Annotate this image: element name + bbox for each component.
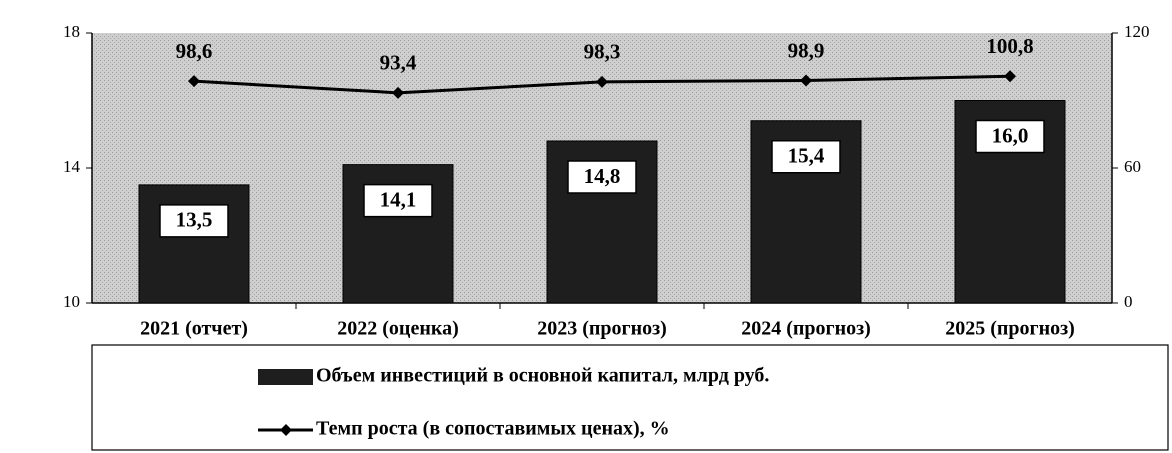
legend-swatch xyxy=(258,369,313,385)
value-label-box xyxy=(567,160,637,194)
y2-tick-label: 0 xyxy=(1124,292,1133,311)
line-marker xyxy=(1004,70,1016,83)
legend-box xyxy=(91,344,1169,451)
value-label-box xyxy=(159,204,229,238)
line-marker xyxy=(800,74,812,87)
value-label: 93,4 xyxy=(380,51,417,75)
value-label: 98,6 xyxy=(176,39,213,63)
value-label: 15,4 xyxy=(788,144,825,168)
line-marker xyxy=(392,86,404,99)
value-label: 16,0 xyxy=(992,123,1029,147)
value-label-box xyxy=(363,183,433,218)
x-tick-label: 2023 (прогноз) xyxy=(537,318,667,340)
y2-tick-label: 60 xyxy=(1124,157,1141,176)
x-tick-label: 2021 (отчет) xyxy=(140,318,248,340)
y-tick-label: 10 xyxy=(63,292,80,311)
legend-label: Темп роста (в сопоставимых ценах), % xyxy=(316,418,670,440)
value-label: 98,3 xyxy=(584,40,621,64)
line-marker xyxy=(596,75,608,88)
y-tick-label: 18 xyxy=(63,22,80,41)
bar xyxy=(342,164,454,304)
x-tick-label: 2024 (прогноз) xyxy=(741,318,871,340)
legend-marker xyxy=(280,424,292,436)
value-label-box xyxy=(975,119,1045,154)
value-label: 98,9 xyxy=(788,38,825,62)
value-label: 100,8 xyxy=(986,34,1033,58)
line-marker xyxy=(188,75,200,88)
legend-label: Объем инвестиций в основной капитал, млр… xyxy=(316,365,769,387)
x-tick-label: 2022 (оценка) xyxy=(337,318,458,340)
bar xyxy=(138,184,250,304)
value-label: 13,5 xyxy=(176,208,213,232)
value-label: 14,8 xyxy=(584,164,621,188)
y2-tick-label: 120 xyxy=(1124,22,1150,41)
y-tick-label: 14 xyxy=(63,157,81,176)
x-tick-label: 2025 (прогноз) xyxy=(945,318,1075,340)
value-label-box xyxy=(771,140,841,174)
value-label: 14,1 xyxy=(380,187,417,211)
